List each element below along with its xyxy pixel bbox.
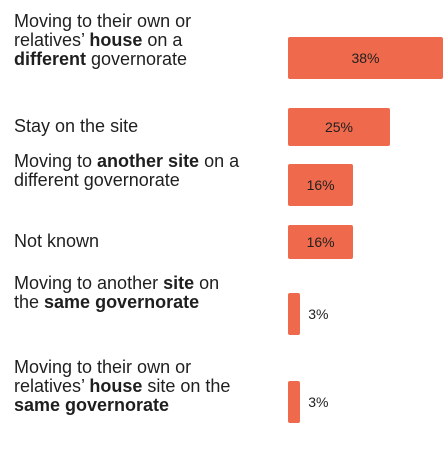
- label-segment: site: [163, 273, 195, 293]
- category-label: Moving to another site on the same gover…: [14, 274, 246, 312]
- category-label: Moving to their own or relatives’ house …: [14, 358, 246, 415]
- category-label: Moving to their own or relatives’ house …: [14, 12, 246, 69]
- category-label: Moving to another site on a different go…: [14, 152, 246, 190]
- label-segment: site on the: [142, 376, 231, 396]
- label-segment: same governorate: [14, 395, 170, 415]
- label-segment: another site: [97, 151, 200, 171]
- label-segment: Moving to: [14, 151, 98, 171]
- bar: [288, 164, 354, 206]
- label-segment: governorate: [86, 49, 188, 69]
- bar: [288, 108, 390, 146]
- bar: [288, 293, 301, 335]
- category-label: Stay on the site: [14, 117, 246, 136]
- label-segment: Stay on the site: [14, 116, 139, 136]
- label-segment: Moving to their own or relatives’: [14, 357, 192, 396]
- bar: [288, 381, 301, 423]
- value-label: 16%: [306, 234, 335, 250]
- value-label: 3%: [308, 306, 329, 322]
- bar: [288, 37, 443, 79]
- category-label: Not known: [14, 232, 246, 251]
- label-segment: Moving to their own or relatives’: [14, 11, 192, 50]
- label-segment: on the: [14, 273, 220, 312]
- label-segment: Moving to another: [14, 273, 164, 293]
- label-segment: on a: [142, 30, 183, 50]
- value-label: 38%: [351, 50, 380, 66]
- label-segment: Not known: [14, 231, 100, 251]
- value-label: 3%: [308, 394, 329, 410]
- label-segment: different: [14, 49, 86, 69]
- label-segment: house: [89, 376, 143, 396]
- bar: [288, 225, 354, 259]
- label-segment: on a different governorate: [14, 151, 240, 190]
- label-segment: same governorate: [44, 292, 200, 312]
- label-segment: house: [89, 30, 143, 50]
- value-label: 25%: [324, 119, 353, 135]
- value-label: 16%: [306, 177, 335, 193]
